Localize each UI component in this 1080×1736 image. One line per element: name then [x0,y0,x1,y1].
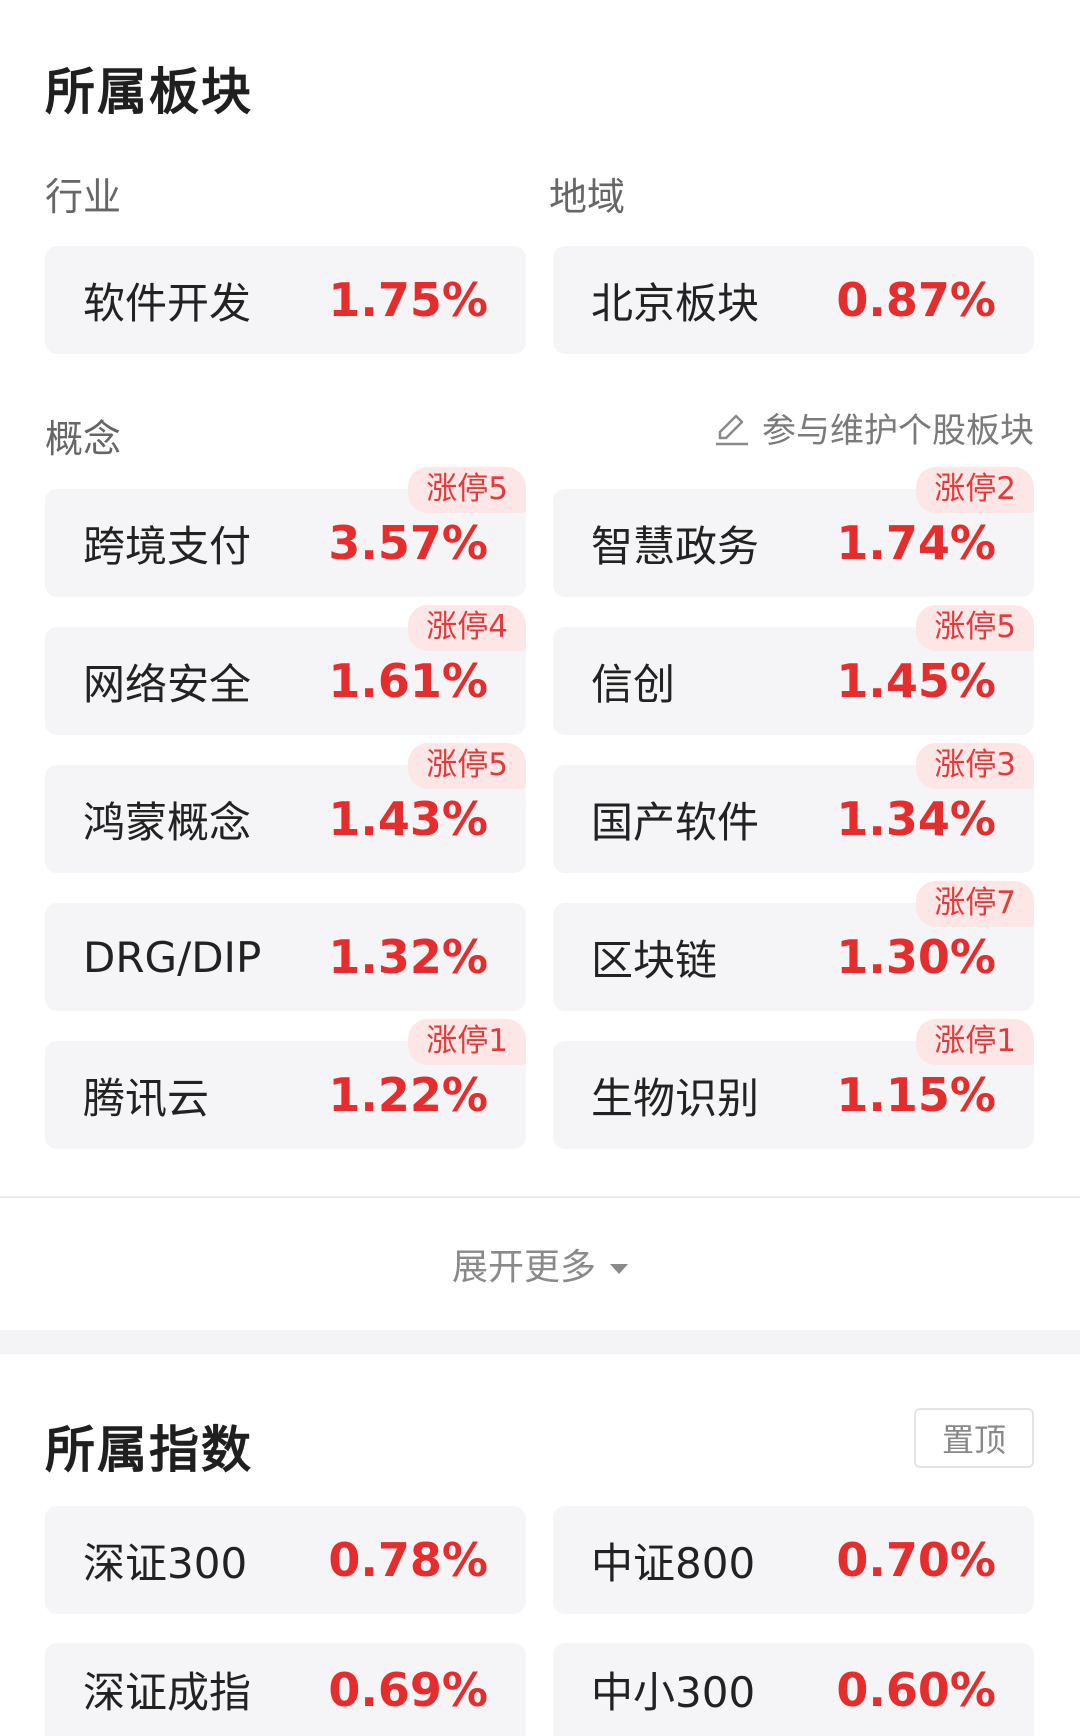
concept-card[interactable]: 涨停7 区块链 1.30% [553,881,1034,1011]
concept-card[interactable]: 涨停3 国产软件 1.34% [553,743,1034,873]
pin-top-button[interactable]: 置顶 [914,1408,1034,1468]
card-name: 网络安全 [83,659,252,709]
card-pct: 1.30% [836,930,996,984]
sector-section-title: 所属板块 [45,63,253,121]
card-pct: 1.75% [328,273,488,327]
card-pct: 1.34% [836,792,996,846]
expand-more-label: 展开更多 [451,1247,596,1288]
edit-icon [716,414,748,445]
card-name: 深证300 [83,1538,248,1588]
card-name: 跨境支付 [83,521,252,571]
industry-card[interactable]: 软件开发 1.75% [45,246,526,354]
region-label: 地域 [549,175,626,219]
concept-card[interactable]: 涨停5 跨境支付 3.57% [45,467,526,597]
region-card[interactable]: 北京板块 0.87% [553,246,1034,354]
card-pct: 0.78% [328,1533,488,1587]
card-pct: 1.15% [836,1068,996,1122]
card-pct: 1.45% [836,654,996,708]
concept-card[interactable]: 涨停2 智慧政务 1.74% [553,467,1034,597]
limit-up-badge: 涨停2 [916,467,1034,513]
industry-label: 行业 [45,175,122,219]
caret-down-icon [610,1264,628,1274]
card-pct: 0.60% [836,1662,996,1717]
divider [0,1196,1080,1198]
card-pct: 1.32% [328,930,488,984]
card-name: DRG/DIP [83,932,262,982]
card-name: 腾讯云 [83,1073,210,1123]
index-card[interactable]: 深证成指 0.69% [45,1643,526,1736]
card-name: 国产软件 [591,797,760,847]
expand-more-button[interactable]: 展开更多 [0,1238,1080,1290]
card-name: 软件开发 [83,278,252,328]
limit-up-badge: 涨停4 [408,605,526,651]
section-separator [0,1330,1080,1354]
index-card[interactable]: 深证300 0.78% [45,1506,526,1614]
limit-up-badge: 涨停5 [408,467,526,513]
card-pct: 0.87% [836,273,996,327]
card-name: 智慧政务 [591,521,760,571]
index-card[interactable]: 中小300 0.60% [553,1643,1034,1736]
concept-card[interactable]: 涨停1 生物识别 1.15% [553,1019,1034,1149]
limit-up-badge: 涨停5 [408,743,526,789]
card-name: 中证800 [591,1538,756,1588]
card-pct: 1.43% [328,792,488,846]
limit-up-badge: 涨停1 [408,1019,526,1065]
index-section-title: 所属指数 [45,1421,253,1479]
index-card[interactable]: 中证800 0.70% [553,1506,1034,1614]
concept-card[interactable]: 涨停5 信创 1.45% [553,605,1034,735]
limit-up-badge: 涨停1 [916,1019,1034,1065]
maintain-link-text: 参与维护个股板块 [762,411,1034,451]
card-name: 深证成指 [83,1668,252,1717]
card-name: 生物识别 [591,1073,760,1123]
limit-up-badge: 涨停5 [916,605,1034,651]
limit-up-badge: 涨停7 [916,881,1034,927]
card-pct: 0.69% [328,1662,488,1717]
card-pct: 0.70% [836,1533,996,1587]
concept-card[interactable]: 涨停1 腾讯云 1.22% [45,1019,526,1149]
card-name: 中小300 [591,1668,756,1717]
maintain-sector-link[interactable]: 参与维护个股板块 [712,403,1034,452]
card-pct: 1.22% [328,1068,488,1122]
card-name: 信创 [591,659,676,709]
concept-label: 概念 [45,417,122,461]
concept-card[interactable]: DRG/DIP 1.32% [45,903,526,1011]
concept-card[interactable]: 涨停4 网络安全 1.61% [45,605,526,735]
limit-up-badge: 涨停3 [916,743,1034,789]
card-pct: 1.74% [836,516,996,570]
card-name: 北京板块 [591,278,760,328]
card-pct: 3.57% [328,516,488,570]
concept-card[interactable]: 涨停5 鸿蒙概念 1.43% [45,743,526,873]
card-pct: 1.61% [328,654,488,708]
card-name: 区块链 [591,935,718,985]
card-name: 鸿蒙概念 [83,797,252,847]
